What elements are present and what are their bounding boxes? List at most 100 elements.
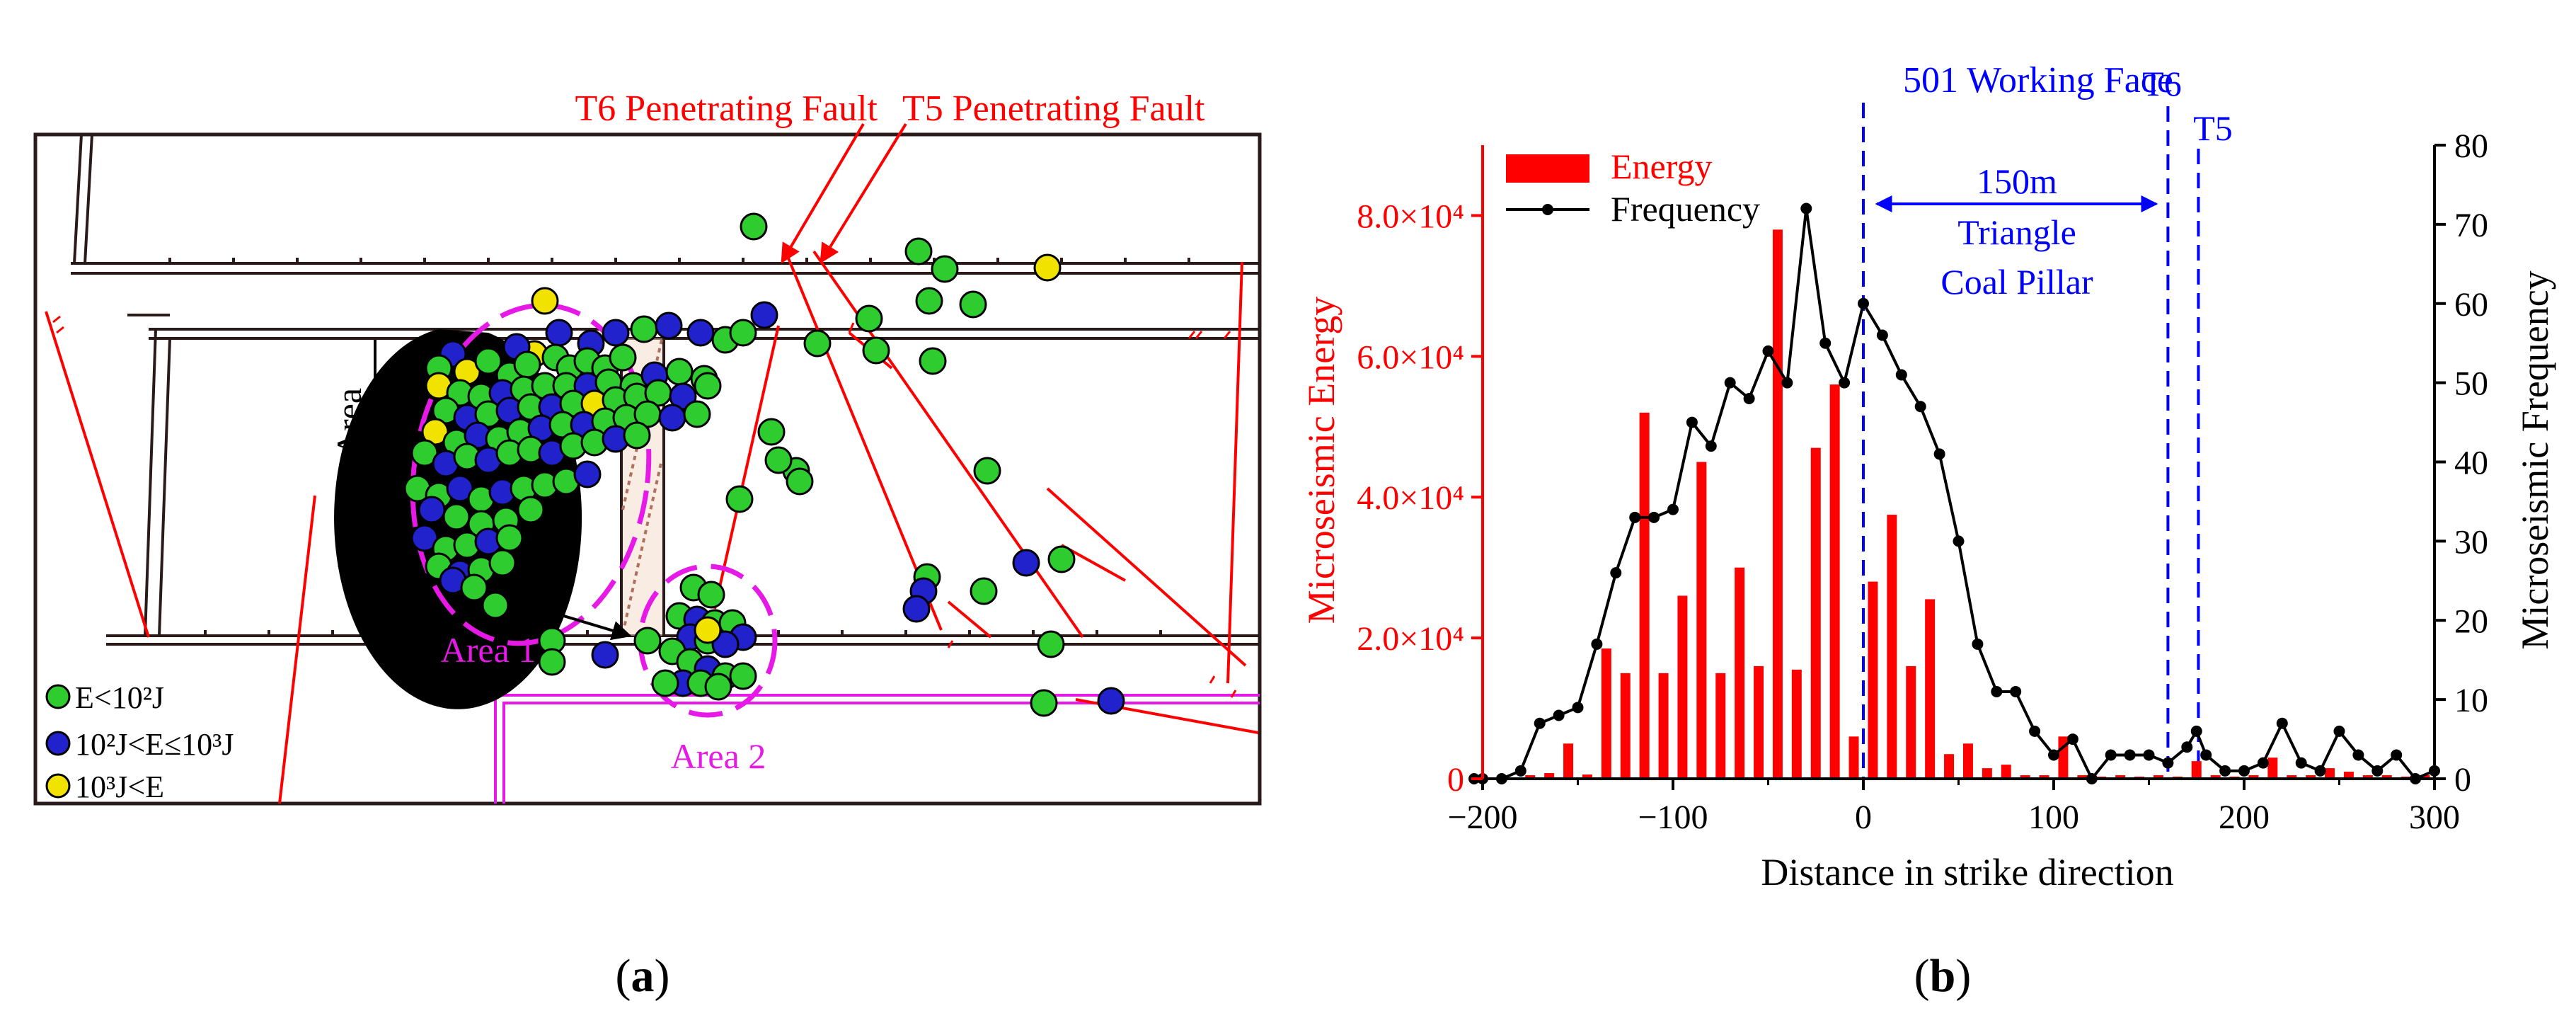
seismic-event [855,304,883,333]
energy-bar [2420,775,2430,779]
seismic-event [1037,630,1065,658]
legend-marker-high [45,773,71,799]
energy-bar [1715,673,1726,779]
seismic-event [686,319,715,347]
energy-bar [1677,595,1688,779]
energy-bar [1582,775,1592,779]
seismic-event [750,301,778,329]
x-tick-label: 0 [1855,799,1872,836]
energy-bar [1754,665,1764,779]
energy-bar [1791,669,1802,779]
energy-bar [2020,775,2030,779]
frequency-point [1953,535,1965,547]
frequency-point [1667,503,1679,515]
frequency-point [1933,448,1945,460]
seismic-event [442,503,471,531]
frequency-point [2295,757,2307,769]
seismic-event [902,595,931,623]
seismic-event [729,662,757,690]
seismic-event [609,343,637,372]
frequency-point [2333,725,2345,737]
frequency-point [2105,749,2117,761]
frequency-point [2066,733,2078,745]
x-tick-label: 300 [2409,799,2460,836]
left-tick-label: 0 [1447,761,1464,799]
frequency-point [2257,757,2269,769]
frequency-point [2391,749,2403,761]
frequency-point [1819,337,1832,349]
seismic-event [1047,545,1076,573]
energy-bar [1544,773,1555,779]
energy-bar [2343,772,2354,779]
frequency-point [1800,202,1812,215]
legend-energy: Energy [1611,147,1712,186]
x-axis-title: Distance in strike direction [1761,851,2173,893]
energy-bar [1735,567,1745,779]
seismic-event [683,400,711,428]
frequency-point [1762,345,1774,357]
highlight-roadway [494,694,1260,804]
energy-bar [1868,581,1878,779]
seismic-event [704,673,732,701]
frequency-point [1610,567,1622,579]
legend-marker-low [45,684,71,709]
legend-frequency: Frequency [1611,189,1760,229]
energy-bar [1525,775,1536,779]
frequency-point [1724,377,1736,389]
seismic-event [658,404,686,432]
frequency-point [1972,638,1984,650]
t5-label: T5 [2193,108,2233,148]
energy-bar [1887,515,1897,779]
seismic-event [665,358,694,386]
energy-bar [1848,736,1859,779]
frequency-point [2181,741,2193,753]
seismic-event [1030,689,1058,717]
frequency-point [1534,717,1546,729]
frequency-point [1629,511,1641,523]
energy-bar [2058,736,2069,779]
right-tick-label: 80 [2454,127,2488,165]
energy-bar [2362,775,2373,779]
frequency-point [2276,717,2288,729]
frequency-point [1705,440,1717,452]
reference-lines [1862,103,2200,779]
fault-markers [52,315,1237,698]
seismic-event [655,312,683,340]
energy-bar [2115,775,2126,779]
energy-bar [1810,447,1821,779]
energy-bar [1982,768,1992,779]
seismic-event [919,347,947,375]
frequency-point [1781,377,1793,389]
energy-bar [1962,743,1973,779]
frequency-point [1743,393,1755,404]
left-tick-label: 4.0×10⁴ [1357,479,1464,517]
frequency-point [1591,638,1603,650]
energy-bar [1696,462,1707,779]
t5-fault-label: T5 Penetrating Fault [902,88,1205,129]
seismic-event [740,212,768,241]
right-tick-label: 0 [2454,761,2471,799]
frequency-point [1991,685,2003,697]
mining-area-label: Mining Area [329,388,369,568]
right-tick-label: 40 [2454,445,2488,482]
frequency-point [2371,765,2384,777]
x-ticks: −200 −100 0 100 200 300 [1447,779,2460,836]
chart-legend: Energy Frequency [1506,147,1760,229]
legend-high: 10³J<E [75,770,164,804]
seismic-event [973,457,1001,485]
energy-bar [1944,754,1955,779]
energy-bar [2248,775,2259,779]
energy-bar [2191,761,2202,779]
seismic-event [959,290,987,319]
energy-bar [2153,775,2163,779]
frequency-point [2190,725,2202,737]
event-legend: E<10²J 10²J<E≤10³J 10³J<E [45,680,234,804]
frequency-point [2200,749,2212,761]
frequency-point [2352,749,2364,761]
left-tick-label: 6.0×10⁴ [1357,338,1464,376]
right-tick-label: 50 [2454,365,2488,403]
area-1-label: Area 1 [441,630,536,670]
seismic-event [757,418,786,446]
legend-marker-mid [45,731,71,756]
